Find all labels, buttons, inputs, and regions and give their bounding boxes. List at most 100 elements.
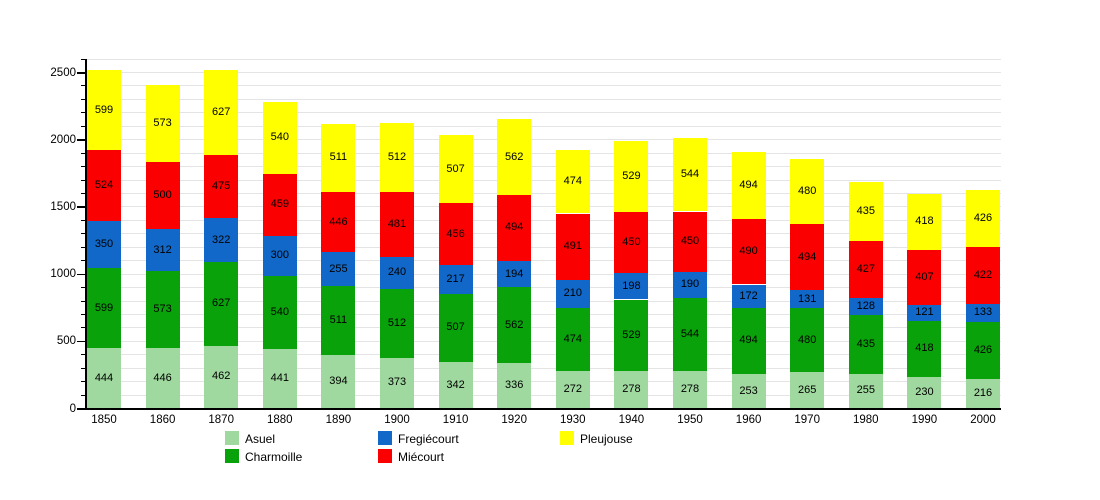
y-axis-tick — [77, 139, 85, 141]
bar-segment-charmoille-1970: 480 — [790, 307, 825, 373]
bar-segment-fregiecourt-1960: 172 — [731, 284, 766, 308]
bar-value-label: 474 — [563, 333, 582, 346]
bar-segment-charmoille-1920: 562 — [497, 287, 532, 363]
bar-segment-pleujouse-1940: 529 — [614, 141, 649, 213]
y-axis-minor-tick — [81, 313, 85, 315]
bar-value-label: 418 — [915, 342, 934, 355]
bar-segment-fregiecourt-1880: 300 — [262, 235, 297, 277]
y-axis-minor-tick — [81, 193, 85, 194]
bar-value-label: 480 — [798, 185, 817, 198]
y-axis-minor-tick — [81, 85, 85, 87]
gridline — [86, 139, 1001, 141]
bar-value-label: 529 — [622, 328, 641, 341]
bar-value-label: 481 — [387, 217, 407, 230]
bar-segment-fregiecourt-1870: 322 — [204, 218, 239, 262]
bar-value-label: 540 — [270, 131, 289, 144]
x-axis-tick-label: 1870 — [208, 414, 234, 426]
legend-label-asuel: Asuel — [245, 432, 276, 446]
y-axis-tick-label: 2000 — [50, 133, 76, 146]
bar-value-label: 418 — [915, 215, 934, 228]
y-axis-minor-tick — [81, 233, 85, 235]
bar-value-label: 507 — [446, 321, 465, 334]
gridline — [86, 179, 1001, 181]
bar-segment-pleujouse-1860: 573 — [145, 84, 180, 162]
bar-value-label: 427 — [856, 262, 875, 275]
bar-segment-asuel-1880: 441 — [262, 348, 297, 408]
bar-segment-fregiecourt-1900: 240 — [380, 256, 414, 290]
y-axis-minor-tick — [81, 394, 85, 396]
bar-value-label: 253 — [739, 384, 758, 397]
gridline — [86, 246, 1001, 248]
bar-value-label: 240 — [387, 266, 407, 279]
bar-value-label: 512 — [387, 316, 407, 329]
bar-segment-miecourt-1940: 450 — [614, 212, 649, 273]
y-axis-tick — [77, 273, 85, 276]
gridline — [86, 112, 1001, 114]
bar-segment-pleujouse-1960: 494 — [731, 152, 766, 219]
bar-value-label: 450 — [680, 235, 700, 248]
y-axis-minor-tick — [81, 367, 85, 369]
bar-value-label: 511 — [329, 151, 348, 164]
bar-value-label: 480 — [798, 333, 817, 346]
bar-value-label: 512 — [387, 151, 407, 164]
bar-segment-pleujouse-1870: 627 — [204, 70, 239, 155]
legend-label-charmoille: Charmoille — [245, 450, 303, 464]
gridline — [86, 381, 1001, 383]
bar-segment-fregiecourt-1970: 131 — [790, 290, 825, 308]
y-axis-minor-tick — [81, 152, 85, 154]
bar-segment-miecourt-1990: 407 — [907, 249, 942, 305]
bar-value-label: 426 — [973, 343, 993, 356]
bar-segment-fregiecourt-1930: 210 — [555, 279, 590, 308]
bar-segment-pleujouse-1890: 511 — [321, 123, 356, 193]
bar-value-label: 494 — [739, 334, 758, 347]
bar-value-label: 350 — [94, 237, 114, 250]
y-axis-tick — [77, 72, 85, 74]
bar-value-label: 444 — [94, 371, 114, 384]
bar-segment-fregiecourt-1980: 128 — [848, 298, 883, 316]
bar-segment-pleujouse-1850: 599 — [87, 69, 121, 151]
bar-value-label: 511 — [329, 314, 348, 327]
legend-swatch-charmoille — [225, 449, 239, 463]
bar-segment-pleujouse-1970: 480 — [790, 159, 825, 224]
x-axis-tick-label: 1940 — [618, 414, 645, 426]
gridline — [86, 98, 1001, 100]
bar-value-label: 562 — [505, 318, 524, 331]
bar-value-label: 441 — [270, 371, 289, 384]
bar-value-label: 599 — [94, 103, 114, 116]
gridline — [86, 287, 1001, 288]
bar-value-label: 573 — [153, 303, 172, 315]
bar-segment-miecourt-1870: 475 — [204, 154, 239, 219]
bar-value-label: 373 — [387, 376, 407, 389]
bar-value-label: 407 — [915, 270, 934, 283]
gridline — [86, 340, 1001, 342]
bar-segment-asuel-1850: 444 — [87, 348, 121, 408]
legend-swatch-pleujouse — [560, 431, 574, 445]
bar-value-label: 446 — [329, 215, 348, 228]
legend-label-pleujouse: Pleujouse — [580, 432, 633, 446]
gridline — [86, 300, 1001, 302]
y-axis-line — [85, 58, 87, 410]
bar-value-label: 474 — [563, 175, 582, 188]
bar-value-label: 128 — [856, 300, 875, 313]
gridline — [86, 125, 1001, 127]
bar-segment-asuel-1920: 336 — [497, 362, 532, 408]
y-axis-tick-label: 1000 — [50, 268, 76, 281]
y-axis-minor-tick — [81, 354, 85, 356]
y-axis-minor-tick — [81, 58, 85, 60]
bar-value-label: 121 — [915, 306, 934, 319]
bar-value-label: 426 — [973, 212, 993, 225]
bar-segment-pleujouse-1990: 418 — [907, 193, 942, 250]
bar-segment-fregiecourt-1850: 350 — [87, 220, 121, 268]
x-axis-tick-label: 2000 — [970, 414, 996, 426]
bar-value-label: 265 — [798, 383, 817, 396]
bar-value-label: 627 — [212, 297, 231, 310]
bar-segment-charmoille-1870: 627 — [204, 261, 239, 346]
y-axis-tick-label: 0 — [69, 402, 76, 415]
bar-segment-miecourt-1930: 491 — [555, 213, 590, 280]
gridline — [86, 313, 1001, 315]
bar-value-label: 475 — [212, 179, 231, 192]
y-axis-tick-label: 2500 — [50, 66, 76, 79]
bar-segment-charmoille-1900: 512 — [380, 289, 414, 358]
bar-segment-asuel-1930: 272 — [555, 371, 590, 408]
